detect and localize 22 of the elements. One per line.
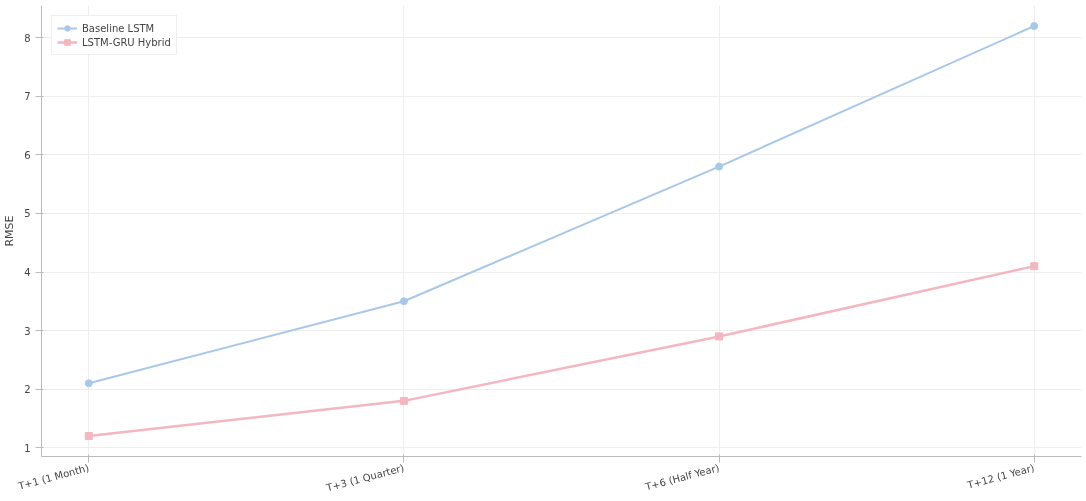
point <box>715 162 724 171</box>
point <box>84 379 93 388</box>
point <box>1030 262 1039 271</box>
point <box>84 432 93 440</box>
y-axis-title: RMSE <box>3 215 17 247</box>
y-tick-label: 2 <box>24 384 31 396</box>
point <box>399 396 408 405</box>
point <box>715 332 724 341</box>
y-tick-label: 6 <box>24 149 31 161</box>
y-tick-label: 3 <box>24 325 31 337</box>
x-tick-label: T+1 (1 Month) <box>16 462 91 492</box>
y-tick-label: 1 <box>24 442 31 454</box>
point <box>1030 22 1039 30</box>
legend-label: Baseline LSTM <box>82 21 155 35</box>
x-tick-label: T+6 (Half Year) <box>643 462 721 493</box>
legend-label: LSTM-GRU Hybrid <box>82 35 171 49</box>
y-tick-label: 5 <box>24 208 31 220</box>
x-tick-label: T+12 (1 Year) <box>965 462 1036 491</box>
point <box>399 297 408 306</box>
y-tick-label: 8 <box>24 32 31 44</box>
y-tick-label: 7 <box>24 91 31 103</box>
y-tick-label: 4 <box>24 267 31 278</box>
